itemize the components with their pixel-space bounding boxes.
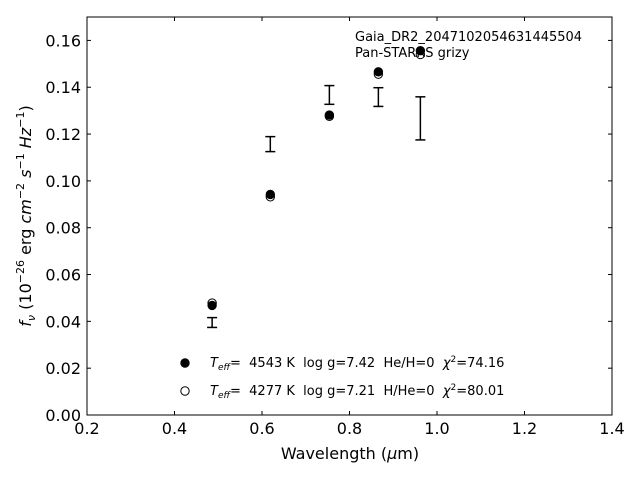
error-bars (207, 84, 426, 329)
model-point-open (373, 69, 384, 79)
model-point-open (265, 192, 276, 202)
x-tick-label: 0.6 (249, 419, 274, 438)
axis-ticks: 0.2 0.4 0.6 0.8 1.0 1.2 1.4 0.00 0.02 0.04 0.06 0.0… (45, 17, 625, 438)
model-point-open (324, 111, 335, 121)
y-tick-label: 0.04 (45, 312, 81, 331)
x-tick-label: 1.2 (512, 419, 537, 438)
model-point-open (415, 49, 426, 60)
y-tick-label: 0.00 (45, 406, 81, 425)
y-tick-label: 0.12 (45, 125, 81, 144)
x-tick-label: 1.4 (599, 419, 624, 438)
legend: Teff= 4543 K log g=7.42 He/H=0 χ2=74.16 … (180, 355, 504, 401)
x-tick-label: 0.4 (162, 419, 187, 438)
x-tick-label: 0.8 (337, 419, 362, 438)
model-points (207, 46, 426, 311)
model-point-filled (207, 300, 217, 311)
y-tick-label: 0.02 (45, 359, 81, 378)
x-tick-label: 1.0 (424, 419, 449, 438)
x-tick-label: 0.2 (74, 419, 99, 438)
model-point-open (207, 298, 217, 308)
y-tick-label: 0.08 (45, 219, 81, 238)
model-point-filled (373, 67, 384, 77)
y-tick-label: 0.16 (45, 31, 81, 50)
annotation-survey: Pan-STARRS grizy (355, 46, 470, 61)
legend-marker-open (180, 386, 190, 396)
annotation-star-id: Gaia_DR2_2047102054631445504 (355, 30, 582, 45)
y-axis-label: fν (10−26 erg cm−2 s−1 Hz−1) (14, 105, 38, 326)
y-tick-label: 0.10 (45, 172, 81, 191)
legend-entry-2: Teff= 4277 K log g=7.21 H/He=0 χ2=80.01 (210, 383, 504, 401)
x-axis-label: Wavelength (μm) (281, 444, 419, 463)
model-point-filled (265, 189, 276, 200)
legend-marker-filled (180, 358, 190, 368)
legend-entry-1: Teff= 4543 K log g=7.42 He/H=0 χ2=74.16 (210, 355, 504, 373)
y-tick-label: 0.14 (45, 78, 81, 97)
y-tick-label: 0.06 (45, 266, 81, 285)
